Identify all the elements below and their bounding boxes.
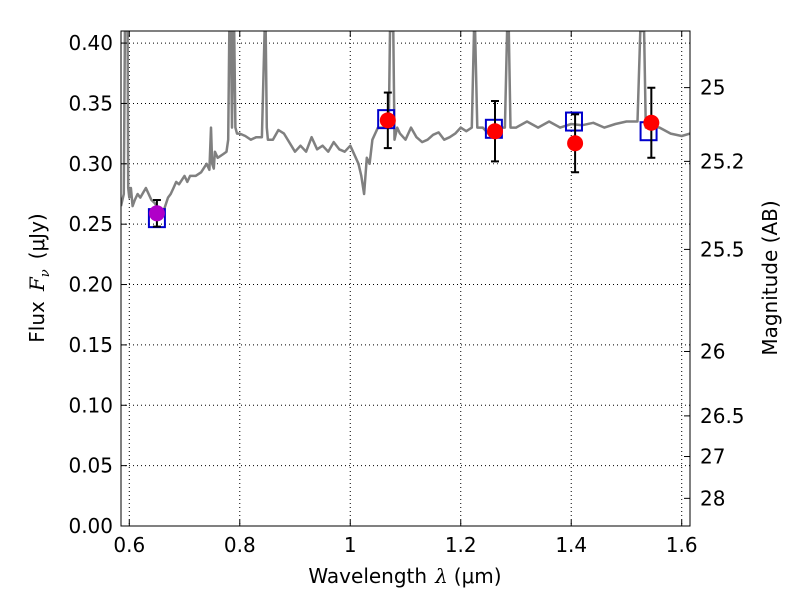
y-tick-label: 0.15	[68, 333, 113, 357]
y-tick-label: 0.30	[68, 152, 113, 176]
magnitude-tick-label: 25.2	[700, 149, 745, 173]
plot-frame	[120, 30, 691, 527]
y-tick-label: 0.35	[68, 91, 113, 115]
axis-tick-layer: 0.6 0.8 1 1.2 1.4 1.6 0.00 0.05 0.10 0.15 0.20 0.25…	[68, 31, 745, 557]
observed-photometry-point	[379, 112, 396, 129]
model-spectrum-line	[121, 31, 690, 216]
x-axis-label: Wavelength λ (μm)	[308, 564, 501, 588]
marker-layer	[147, 86, 660, 229]
x-tick-label: 0.6	[113, 533, 145, 557]
x-tick-label: 1.2	[445, 533, 477, 557]
observed-photometry-point	[643, 114, 660, 131]
x-tick-label: 1.6	[666, 533, 698, 557]
grid-lines	[121, 31, 690, 526]
x-tick-label: 1	[344, 533, 357, 557]
magnitude-tick-label: 26	[700, 339, 725, 363]
x-tick-label: 1.4	[555, 533, 587, 557]
magnitude-tick-label: 27	[700, 445, 725, 469]
observed-photometry-point	[486, 123, 503, 140]
x-tick-label: 0.8	[224, 533, 256, 557]
y-tick-label: 0.40	[68, 31, 113, 55]
magnitude-tick-label: 25	[700, 76, 725, 100]
y-axis-label: FluxFν(μJy)	[25, 213, 53, 342]
spectrum-layer	[121, 31, 690, 216]
y-tick-label: 0.10	[68, 393, 113, 417]
y-tick-label: 0.05	[68, 454, 113, 478]
magnitude-tick-label: 28	[700, 486, 725, 510]
observed-photometry-point	[148, 205, 165, 222]
magnitude-tick-label: 25.5	[700, 237, 745, 261]
observed-photometry-point	[567, 135, 584, 152]
y-tick-label: 0.20	[68, 273, 113, 297]
y-tick-label: 0.25	[68, 212, 113, 236]
magnitude-tick-label: 26.5	[700, 404, 745, 428]
y2-axis-label: Magnitude (AB)	[758, 200, 782, 355]
model-photometry-square	[564, 111, 583, 132]
y-tick-label: 0.00	[68, 514, 113, 538]
